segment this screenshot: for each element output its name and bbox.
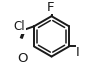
Text: F: F xyxy=(47,1,54,14)
Text: O: O xyxy=(17,52,28,65)
Text: I: I xyxy=(76,46,80,59)
Text: Cl: Cl xyxy=(14,20,25,33)
